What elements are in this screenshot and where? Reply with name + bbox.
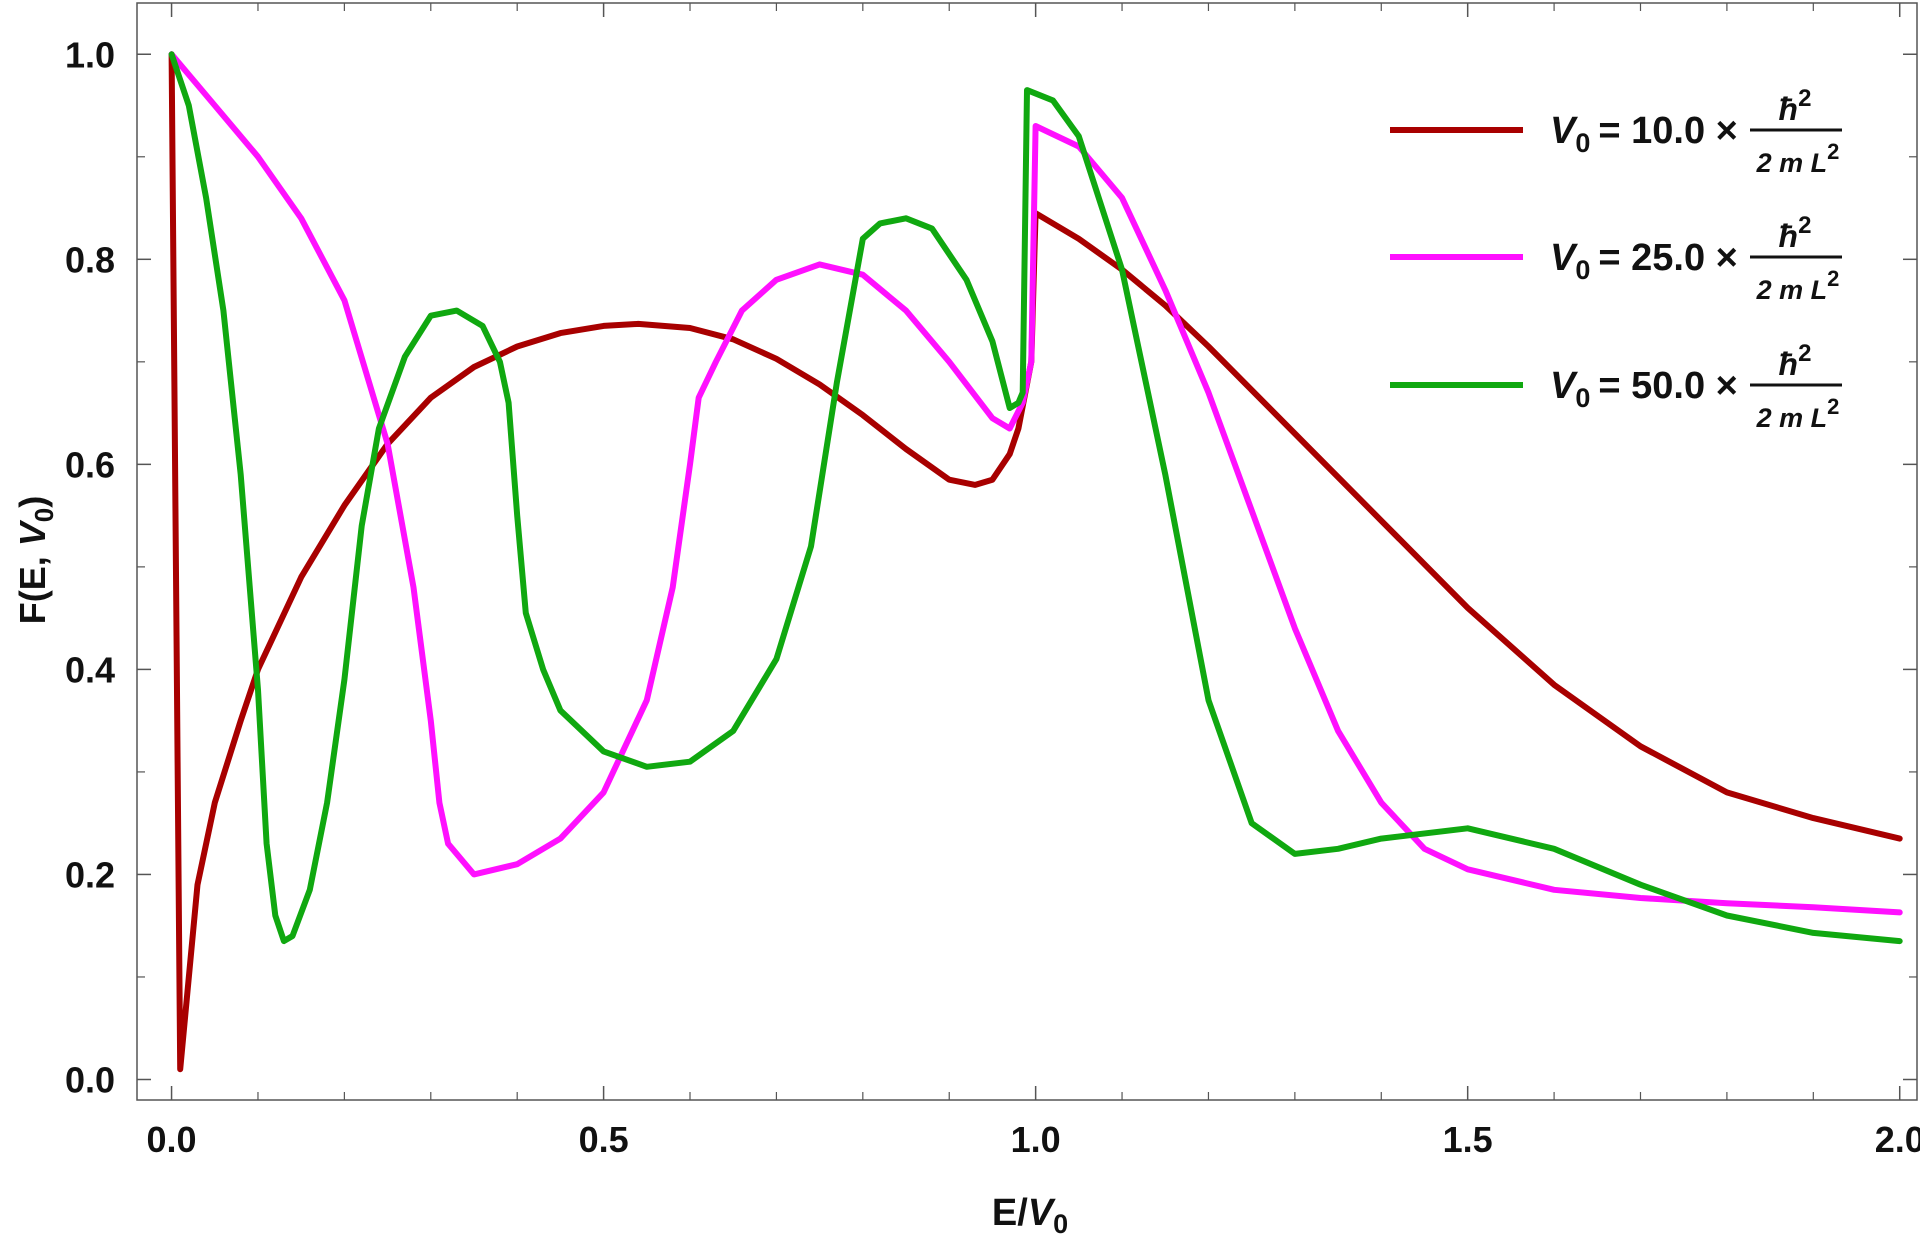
x-axis-title: E/V0 bbox=[992, 1192, 1068, 1238]
legend-entry-2: V0 = 25.0 × ħ2 2 m L2 bbox=[1390, 212, 1842, 305]
plot-frame-rect bbox=[136, 2, 1918, 1101]
series-line-1 bbox=[168, 51, 1903, 1073]
series-lines bbox=[168, 51, 1903, 1073]
legend-label: V0 = 10.0 × bbox=[1550, 110, 1738, 158]
series-line-2 bbox=[168, 51, 1903, 916]
y-tick-label: 1.0 bbox=[65, 34, 115, 75]
legend-fraction-numerator: ħ2 bbox=[1779, 340, 1812, 382]
series-line-3 bbox=[168, 51, 1903, 945]
legend-entry-3: V0 = 50.0 × ħ2 2 m L2 bbox=[1390, 340, 1842, 433]
y-tick-label: 0.2 bbox=[65, 854, 115, 895]
legend-fraction-denominator: 2 m L2 bbox=[1756, 139, 1840, 178]
plot-frame bbox=[136, 2, 1918, 1101]
legend-fraction-denominator: 2 m L2 bbox=[1756, 394, 1840, 433]
x-tick-label: 2.0 bbox=[1875, 1119, 1920, 1160]
y-tick-label: 0.0 bbox=[65, 1059, 115, 1100]
legend-fraction-numerator: ħ2 bbox=[1779, 85, 1812, 127]
x-tick-label: 1.5 bbox=[1443, 1119, 1493, 1160]
x-tick-label: 0.0 bbox=[147, 1119, 197, 1160]
axis-ticks: 0.0 0.5 1.0 1.5 2.0 0.0 0.2 0.4 0.6 0.8 1.0 bbox=[65, 3, 1920, 1160]
x-tick-label: 0.5 bbox=[579, 1119, 629, 1160]
legend-fraction-denominator: 2 m L2 bbox=[1756, 266, 1840, 305]
y-tick-label: 0.4 bbox=[65, 649, 115, 690]
y-axis-title: F(E, V0) bbox=[12, 496, 59, 624]
y-tick-label: 0.8 bbox=[65, 239, 115, 280]
legend-label: V0 = 25.0 × bbox=[1550, 237, 1738, 285]
legend-label: V0 = 50.0 × bbox=[1550, 365, 1738, 413]
y-tick-label: 0.6 bbox=[65, 444, 115, 485]
x-tick-label: 1.0 bbox=[1011, 1119, 1061, 1160]
legend-fraction-numerator: ħ2 bbox=[1779, 212, 1812, 254]
legend-entry-1: V0 = 10.0 × ħ2 2 m L2 bbox=[1390, 85, 1842, 178]
